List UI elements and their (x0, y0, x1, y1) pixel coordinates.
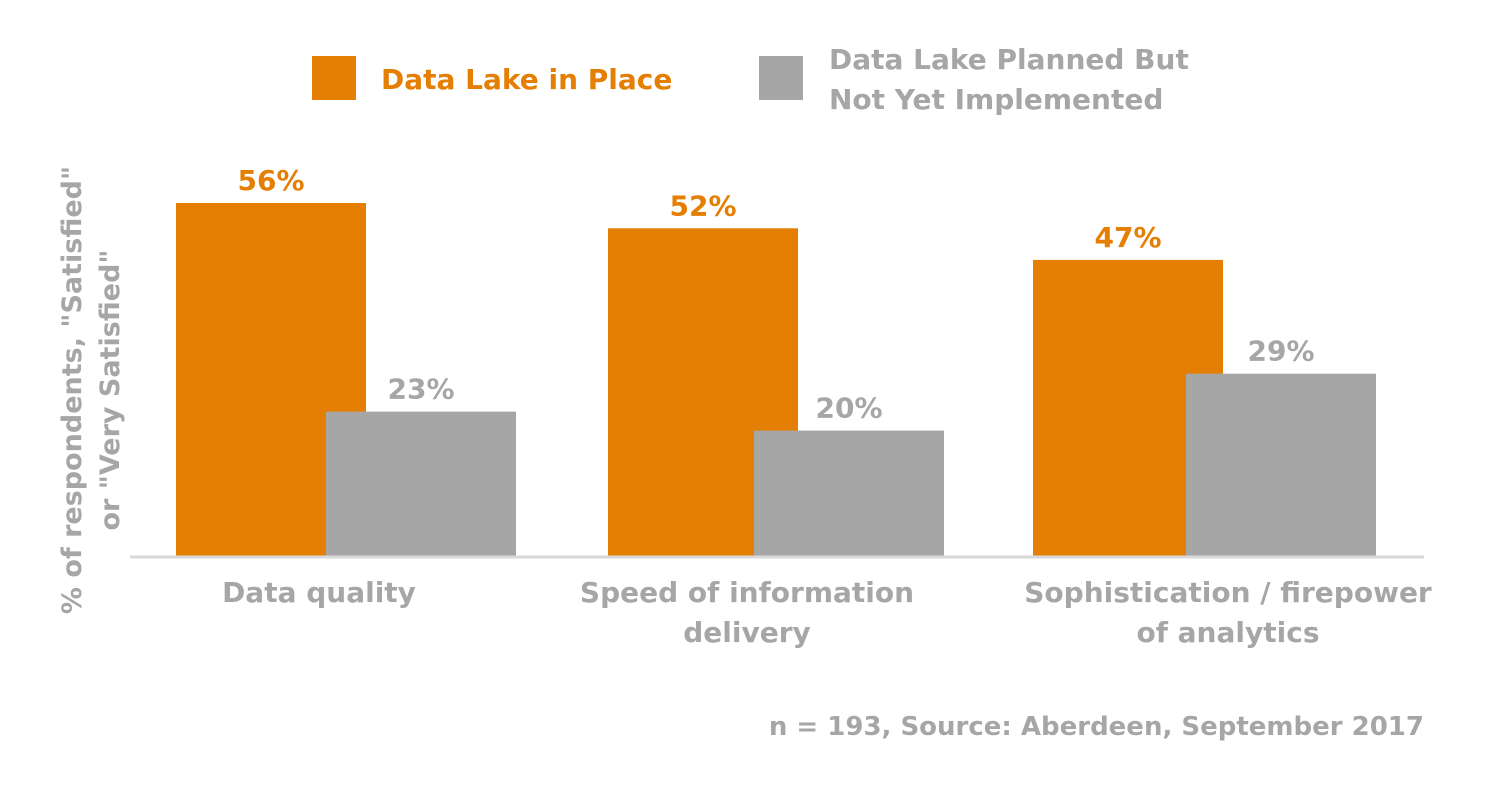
value-labels: 56% 52% 47% 23% 20% 29% (237, 164, 1314, 425)
value-label-series1-cat3: 47% (1094, 221, 1161, 254)
legend-label-2: Not Yet Implemented (829, 83, 1163, 116)
y-axis-title-line-1: % of respondents, "Satisfied" (57, 166, 88, 614)
legend-label-1: Data Lake in Place (381, 63, 672, 96)
category-label-3: of analytics (1137, 616, 1320, 649)
category-label-3: Sophistication / firepower (1024, 576, 1432, 609)
legend-swatch-1 (312, 56, 356, 100)
y-axis-title-line-2: or "Very Satisfied" (95, 250, 126, 531)
legend-swatch-2 (759, 56, 803, 100)
legend-label-2: Data Lake Planned But (829, 43, 1189, 76)
value-label-series1-cat1: 56% (237, 164, 304, 197)
category-label-1: Data quality (222, 576, 416, 609)
source-note: n = 193, Source: Aberdeen, September 201… (769, 712, 1424, 742)
value-label-series1-cat2: 52% (669, 189, 736, 222)
value-label-series2-cat3: 29% (1247, 335, 1314, 368)
legend: Data Lake in Place Data Lake Planned But N… (312, 43, 1189, 116)
y-axis-title: % of respondents, "Satisfied" or "Very Sa… (57, 166, 126, 614)
bar-series2-cat3 (1186, 373, 1376, 557)
value-label-series2-cat2: 20% (815, 392, 882, 425)
category-label-2: delivery (683, 616, 811, 649)
category-labels: Data quality Speed of information delivery… (222, 576, 1432, 649)
bar-series2-cat1 (326, 411, 516, 557)
bars (176, 203, 1376, 558)
category-label-2: Speed of information (580, 576, 914, 609)
bar-series2-cat2 (754, 430, 944, 557)
value-label-series2-cat1: 23% (387, 373, 454, 406)
